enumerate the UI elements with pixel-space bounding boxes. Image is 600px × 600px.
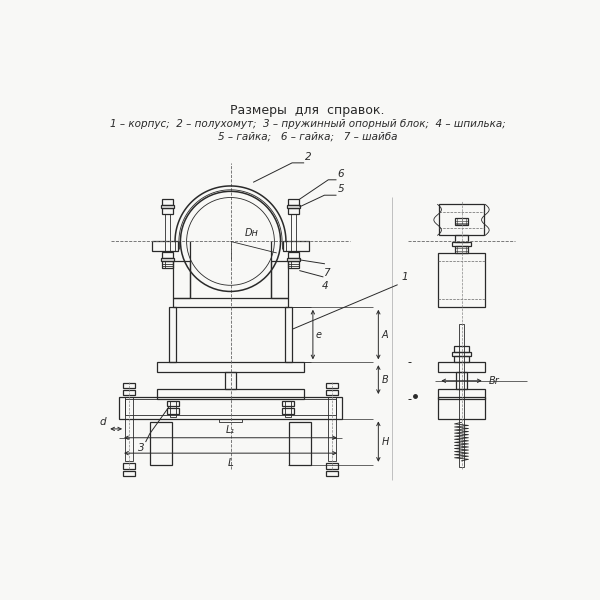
Bar xyxy=(455,218,469,225)
Bar xyxy=(167,401,179,406)
Bar xyxy=(225,372,236,389)
Text: Размеры  для  справок.: Размеры для справок. xyxy=(230,104,385,117)
Text: e: e xyxy=(316,329,322,340)
Bar xyxy=(162,262,173,268)
Text: 2: 2 xyxy=(305,152,312,162)
Bar xyxy=(288,252,299,259)
Bar xyxy=(125,399,336,415)
Text: L: L xyxy=(227,458,233,468)
Bar xyxy=(152,241,178,251)
Bar xyxy=(123,383,135,388)
Bar xyxy=(288,199,299,205)
Bar xyxy=(162,252,173,259)
Bar xyxy=(123,471,135,476)
Bar xyxy=(173,260,190,298)
Bar xyxy=(173,298,288,307)
Bar xyxy=(285,401,292,417)
Bar xyxy=(170,401,176,417)
Text: 1 – корпус;  2 – полухомут;  3 – пружинный опорный блок;  4 – шпилька;: 1 – корпус; 2 – полухомут; 3 – пружинный… xyxy=(110,119,505,130)
Bar xyxy=(119,397,342,419)
Text: 4: 4 xyxy=(322,281,328,292)
Bar xyxy=(326,383,338,388)
Text: Br: Br xyxy=(488,376,499,386)
Bar xyxy=(161,259,173,262)
Text: 7: 7 xyxy=(323,268,329,278)
Bar xyxy=(162,208,173,214)
Bar xyxy=(289,422,311,464)
Text: 3: 3 xyxy=(137,443,144,453)
Bar xyxy=(326,471,338,476)
Bar xyxy=(439,253,485,307)
Text: 6: 6 xyxy=(338,169,344,179)
Text: L₁: L₁ xyxy=(226,425,235,434)
Bar xyxy=(123,390,135,395)
Bar xyxy=(439,362,485,372)
Bar xyxy=(167,409,179,414)
Bar xyxy=(292,214,296,252)
Bar xyxy=(326,390,338,395)
Text: B: B xyxy=(382,374,388,385)
Text: Dн: Dн xyxy=(244,227,258,238)
Bar xyxy=(439,205,484,235)
Bar xyxy=(157,389,304,399)
Bar xyxy=(271,260,288,298)
Text: 1: 1 xyxy=(401,272,408,282)
Bar xyxy=(282,409,295,414)
Bar xyxy=(326,463,338,469)
Bar xyxy=(439,397,485,419)
Bar xyxy=(455,246,469,253)
Bar xyxy=(287,205,300,208)
Bar xyxy=(157,362,304,372)
Bar xyxy=(162,199,173,205)
Bar xyxy=(169,307,176,362)
Bar xyxy=(283,241,309,251)
Text: A: A xyxy=(382,329,388,340)
Text: 5 – гайка;   6 – гайка;   7 – шайба: 5 – гайка; 6 – гайка; 7 – шайба xyxy=(218,131,397,142)
Bar xyxy=(165,214,170,252)
Bar xyxy=(452,242,471,246)
Bar xyxy=(455,235,469,242)
Bar xyxy=(288,208,299,214)
Bar xyxy=(125,397,133,461)
Bar xyxy=(459,324,464,467)
Text: 5: 5 xyxy=(338,184,344,194)
Text: d: d xyxy=(99,416,106,427)
Bar xyxy=(282,401,295,406)
Bar xyxy=(456,372,467,389)
Text: H: H xyxy=(382,437,389,446)
Bar xyxy=(288,262,299,268)
Bar xyxy=(287,259,300,262)
Bar xyxy=(328,397,336,461)
Bar xyxy=(161,205,173,208)
Bar xyxy=(219,419,242,422)
Bar xyxy=(454,346,469,352)
Bar xyxy=(452,352,471,356)
Bar xyxy=(454,356,469,362)
Bar xyxy=(285,307,292,362)
Bar xyxy=(123,463,135,469)
Bar xyxy=(151,422,172,464)
Bar xyxy=(439,389,485,399)
